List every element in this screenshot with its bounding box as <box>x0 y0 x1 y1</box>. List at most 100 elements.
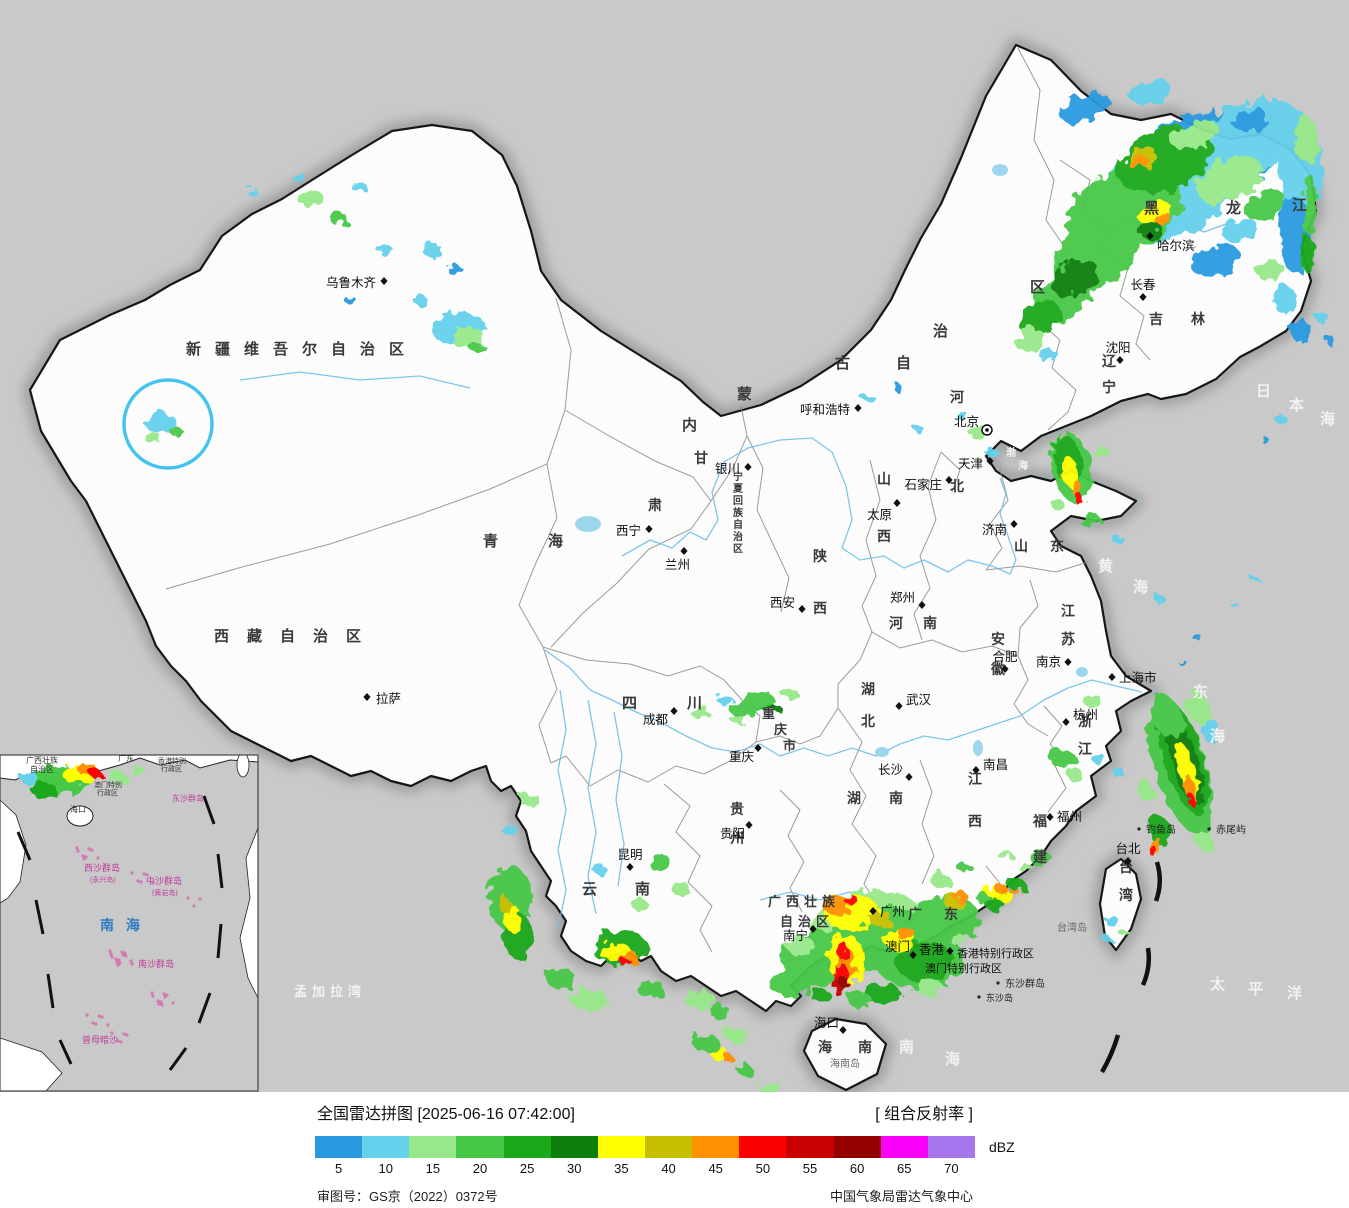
inset-island-dot <box>162 992 166 996</box>
radar-echo <box>786 935 814 955</box>
radar-echo <box>329 212 347 224</box>
colorbar-cell <box>739 1136 787 1158</box>
radar-echo <box>1152 696 1184 740</box>
island-dot <box>1137 827 1141 831</box>
sea-label: 日 <box>1256 383 1271 400</box>
inset-label: 自治区 <box>30 764 54 774</box>
radar-echo <box>1222 217 1258 243</box>
city-label: 海口 <box>814 1015 839 1030</box>
radar-echo <box>1255 260 1285 280</box>
radar-echo <box>768 970 812 996</box>
inset-island-dot <box>116 963 120 967</box>
tick-label: 50 <box>755 1161 771 1176</box>
inset-island-dot <box>120 950 124 954</box>
inset-island-dot <box>91 1021 95 1025</box>
city-label: 呼和浩特 <box>800 402 850 417</box>
city-marker <box>680 547 688 555</box>
inset-island-dot <box>163 995 167 999</box>
inset-label: 广东 <box>118 753 134 763</box>
rivers <box>239 221 1227 929</box>
city-label: 台北 <box>1115 841 1141 856</box>
inset-island-dot <box>139 880 143 884</box>
inset-label: 澳门特别 <box>94 780 122 789</box>
radar-echo <box>955 893 969 903</box>
radar-echo <box>690 706 710 718</box>
colorbar-cell <box>880 1136 928 1158</box>
province-label: 江 <box>968 771 982 787</box>
colorbar-cell <box>644 1136 693 1158</box>
inset-island-dot <box>160 1003 164 1007</box>
province-label: 州 <box>729 830 744 846</box>
inset-label: 南 海 <box>100 917 144 933</box>
radar-echo <box>1106 917 1120 927</box>
radar-echo <box>1038 348 1058 362</box>
inset-island-dot <box>192 904 196 908</box>
radar-echo <box>1302 175 1318 235</box>
inset-island-dot <box>122 1032 126 1036</box>
city-marker <box>869 907 877 915</box>
province-label: 宁 <box>1102 379 1116 395</box>
sea-label: 东 <box>1193 683 1208 701</box>
tick-label: 20 <box>472 1161 488 1176</box>
city-marker <box>895 702 903 710</box>
radar-echo <box>1060 92 1110 124</box>
inset-label: 南沙群岛 <box>138 958 174 969</box>
inset-island-dot <box>106 1023 110 1027</box>
radar-echo <box>108 772 128 784</box>
sea-label: 海 <box>1018 459 1028 472</box>
city-label: 拉萨 <box>376 691 401 706</box>
inset-island-dots <box>75 846 202 1044</box>
tick-label: 70 <box>944 1161 959 1176</box>
radar-echo <box>1294 118 1318 162</box>
province-label: 重 <box>762 706 775 721</box>
radar-echo <box>836 941 848 959</box>
radar-echo <box>710 1047 728 1059</box>
province-label: 云南 <box>582 880 688 898</box>
radar-echo <box>352 183 368 193</box>
city-label: 南京 <box>1036 654 1061 669</box>
radar-echo <box>1252 577 1260 583</box>
radar-echo <box>1071 480 1081 496</box>
inset-island-dot <box>125 1033 129 1037</box>
colorbar-cell <box>503 1136 551 1158</box>
province-label: 江 <box>1078 741 1092 757</box>
province-label: 龙 <box>1225 199 1241 217</box>
radar-echo <box>844 895 858 905</box>
radar-echo <box>1154 596 1166 604</box>
legend-product: [ 组合反射率 ] <box>875 1106 973 1123</box>
city-label: 贵阳 <box>720 827 745 841</box>
inset-island-dot <box>186 896 190 900</box>
inset-island-dot <box>85 1013 89 1017</box>
radar-echo <box>413 295 427 305</box>
city-label: 郑州 <box>890 590 915 605</box>
radar-echo <box>1243 189 1287 221</box>
radar-echo <box>470 343 486 353</box>
radar-echo <box>143 432 161 442</box>
inset-island-dot <box>115 960 119 964</box>
radar-echo <box>864 982 900 1004</box>
radar-echo <box>1051 500 1065 510</box>
inset-island-dot <box>82 857 86 861</box>
radar-echo <box>723 1027 747 1043</box>
lakes <box>575 164 1088 757</box>
radar-range-ring <box>122 378 214 470</box>
radar-echo <box>897 927 915 941</box>
radar-echo <box>930 873 950 887</box>
inset-label: (永兴岛) <box>90 875 116 884</box>
city-marker <box>1139 293 1147 301</box>
city-label: 银川 <box>715 462 740 476</box>
province-label: 徽 <box>990 661 1006 677</box>
city-marker <box>909 951 917 959</box>
city-marker <box>626 863 634 871</box>
radar-echo <box>452 327 484 349</box>
province-label: 肃 <box>648 497 662 513</box>
radar-echo <box>1007 878 1025 890</box>
inset-label: 香港特别 <box>158 756 186 765</box>
city-label: 澳门 <box>885 939 910 954</box>
tick-label: 5 <box>334 1161 343 1176</box>
city-marker <box>809 925 817 933</box>
radar-echo <box>1083 693 1101 707</box>
city-label: 上海市 <box>1119 670 1157 685</box>
radar-echo <box>649 854 671 872</box>
inset-island-dot <box>100 1015 104 1019</box>
